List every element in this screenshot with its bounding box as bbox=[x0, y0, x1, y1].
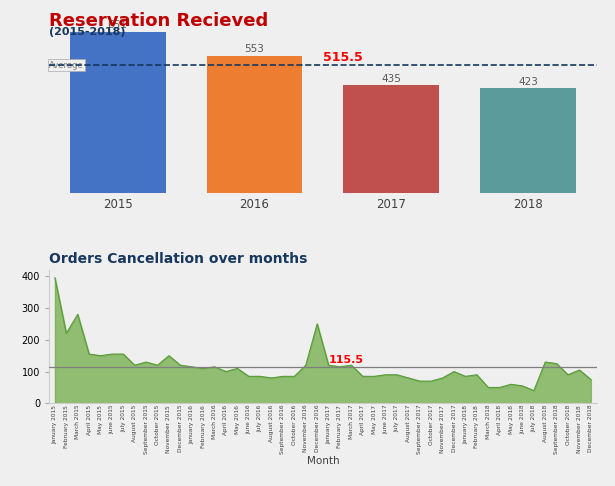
Text: Reservation Recieved: Reservation Recieved bbox=[49, 12, 269, 30]
Text: 651: 651 bbox=[108, 20, 127, 30]
Text: 435: 435 bbox=[381, 74, 401, 84]
Text: 115.5: 115.5 bbox=[328, 355, 363, 365]
Bar bbox=[207, 56, 303, 193]
Bar bbox=[343, 85, 439, 193]
Text: 553: 553 bbox=[245, 44, 264, 54]
Bar bbox=[69, 32, 165, 193]
Text: Orders Cancellation over months: Orders Cancellation over months bbox=[49, 252, 308, 266]
Text: 423: 423 bbox=[518, 77, 538, 87]
Bar bbox=[480, 88, 576, 193]
Text: 515.5: 515.5 bbox=[323, 52, 363, 65]
X-axis label: Month: Month bbox=[306, 456, 339, 466]
Text: Average: Average bbox=[49, 61, 84, 69]
Text: (2015-2018): (2015-2018) bbox=[49, 27, 125, 37]
